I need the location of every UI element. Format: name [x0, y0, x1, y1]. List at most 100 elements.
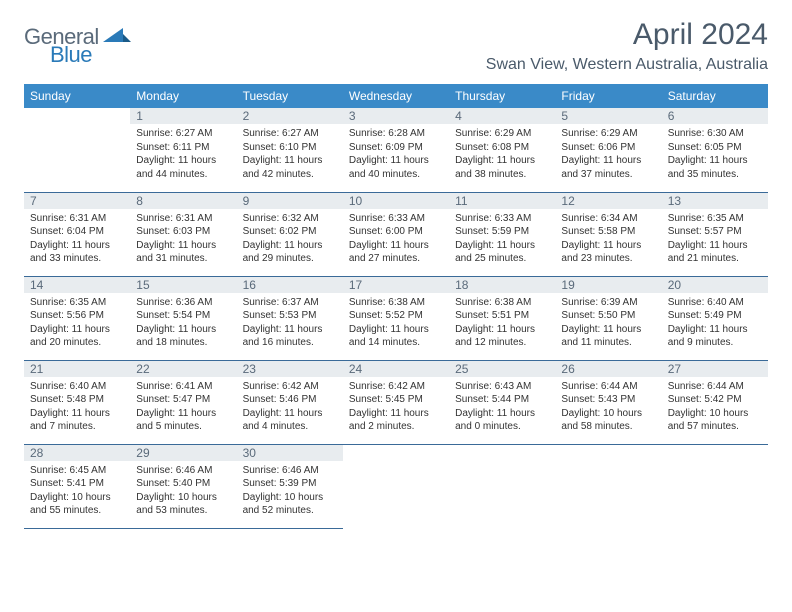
- calendar-cell: 1 Sunrise: 6:27 AMSunset: 6:11 PMDaylight…: [130, 108, 236, 192]
- day-number: 25: [449, 361, 555, 377]
- day-number: 26: [555, 361, 661, 377]
- day-info: Sunrise: 6:38 AMSunset: 5:51 PMDaylight:…: [455, 296, 549, 350]
- calendar-cell: 6Sunrise: 6:30 AMSunset: 6:05 PMDaylight…: [662, 108, 768, 192]
- day-number: 24: [343, 361, 449, 377]
- day-number: 1: [130, 108, 236, 124]
- calendar-cell: 7 Sunrise: 6:31 AMSunset: 6:04 PMDaylight…: [24, 192, 130, 276]
- day-number: 21: [24, 361, 130, 377]
- day-number: 17: [343, 277, 449, 293]
- calendar-cell: 17 Sunrise: 6:38 AMSunset: 5:52 PMDayligh…: [343, 276, 449, 360]
- calendar-cell: 18 Sunrise: 6:38 AMSunset: 5:51 PMDayligh…: [449, 276, 555, 360]
- day-number: 4: [449, 108, 555, 124]
- calendar-cell: 29 Sunrise: 6:46 AMSunset: 5:40 PMDayligh…: [130, 444, 236, 528]
- day-info: Sunrise: 6:32 AMSunset: 6:02 PMDaylight:…: [243, 212, 337, 266]
- logo-triangle-icon: [103, 28, 131, 46]
- day-number: [449, 445, 555, 461]
- day-info: Sunrise: 6:42 AMSunset: 5:46 PMDaylight:…: [243, 380, 337, 434]
- day-info: Sunrise: 6:40 AMSunset: 5:48 PMDaylight:…: [30, 380, 124, 434]
- title-block: April 2024 Swan View, Western Australia,…: [486, 18, 768, 76]
- calendar-cell: 14 Sunrise: 6:35 AMSunset: 5:56 PMDayligh…: [24, 276, 130, 360]
- day-number: 14: [24, 277, 130, 293]
- day-header: Wednesday: [343, 84, 449, 108]
- day-info: Sunrise: 6:46 AMSunset: 5:40 PMDaylight:…: [136, 464, 230, 518]
- day-info: Sunrise: 6:33 AMSunset: 6:00 PMDaylight:…: [349, 212, 443, 266]
- calendar-week: 21 Sunrise: 6:40 AMSunset: 5:48 PMDayligh…: [24, 360, 768, 444]
- logo-text-blue: Blue: [50, 42, 92, 68]
- day-number: 16: [237, 277, 343, 293]
- calendar-cell: [555, 444, 661, 528]
- day-info: Sunrise: 6:38 AMSunset: 5:52 PMDaylight:…: [349, 296, 443, 350]
- day-number: 8: [130, 193, 236, 209]
- day-number: 18: [449, 277, 555, 293]
- calendar-cell: [662, 444, 768, 528]
- day-info: Sunrise: 6:42 AMSunset: 5:45 PMDaylight:…: [349, 380, 443, 434]
- day-info: Sunrise: 6:45 AMSunset: 5:41 PMDaylight:…: [30, 464, 124, 518]
- calendar-week: 1 Sunrise: 6:27 AMSunset: 6:11 PMDaylight…: [24, 108, 768, 192]
- calendar-cell: 30 Sunrise: 6:46 AMSunset: 5:39 PMDayligh…: [237, 444, 343, 528]
- calendar-week: 14 Sunrise: 6:35 AMSunset: 5:56 PMDayligh…: [24, 276, 768, 360]
- calendar-cell: [24, 108, 130, 192]
- day-info: Sunrise: 6:29 AMSunset: 6:08 PMDaylight:…: [455, 127, 549, 181]
- day-info: Sunrise: 6:46 AMSunset: 5:39 PMDaylight:…: [243, 464, 337, 518]
- day-number: 7: [24, 193, 130, 209]
- calendar-table: SundayMondayTuesdayWednesdayThursdayFrid…: [24, 84, 768, 529]
- day-number: 12: [555, 193, 661, 209]
- calendar-week: 7 Sunrise: 6:31 AMSunset: 6:04 PMDaylight…: [24, 192, 768, 276]
- day-number: 5: [555, 108, 661, 124]
- day-number: 6: [662, 108, 768, 124]
- day-info: Sunrise: 6:35 AMSunset: 5:56 PMDaylight:…: [30, 296, 124, 350]
- day-number: [24, 108, 130, 124]
- calendar-cell: 5 Sunrise: 6:29 AMSunset: 6:06 PMDaylight…: [555, 108, 661, 192]
- day-number: 30: [237, 445, 343, 461]
- day-info: Sunrise: 6:44 AMSunset: 5:42 PMDaylight:…: [668, 380, 762, 434]
- day-number: 27: [662, 361, 768, 377]
- calendar-cell: 13 Sunrise: 6:35 AMSunset: 5:57 PMDayligh…: [662, 192, 768, 276]
- calendar-cell: 12Sunrise: 6:34 AMSunset: 5:58 PMDayligh…: [555, 192, 661, 276]
- calendar-cell: 24 Sunrise: 6:42 AMSunset: 5:45 PMDayligh…: [343, 360, 449, 444]
- day-info: Sunrise: 6:43 AMSunset: 5:44 PMDaylight:…: [455, 380, 549, 434]
- calendar-cell: 15Sunrise: 6:36 AMSunset: 5:54 PMDayligh…: [130, 276, 236, 360]
- calendar-cell: [343, 444, 449, 528]
- day-info: Sunrise: 6:39 AMSunset: 5:50 PMDaylight:…: [561, 296, 655, 350]
- day-number: [555, 445, 661, 461]
- calendar-cell: 27 Sunrise: 6:44 AMSunset: 5:42 PMDayligh…: [662, 360, 768, 444]
- day-info: Sunrise: 6:29 AMSunset: 6:06 PMDaylight:…: [561, 127, 655, 181]
- day-header: Friday: [555, 84, 661, 108]
- calendar-cell: 21 Sunrise: 6:40 AMSunset: 5:48 PMDayligh…: [24, 360, 130, 444]
- logo: General Blue: [24, 24, 131, 50]
- day-number: 10: [343, 193, 449, 209]
- day-info: Sunrise: 6:37 AMSunset: 5:53 PMDaylight:…: [243, 296, 337, 350]
- calendar-cell: 19Sunrise: 6:39 AMSunset: 5:50 PMDayligh…: [555, 276, 661, 360]
- calendar-cell: 16 Sunrise: 6:37 AMSunset: 5:53 PMDayligh…: [237, 276, 343, 360]
- day-info: Sunrise: 6:27 AMSunset: 6:11 PMDaylight:…: [136, 127, 230, 181]
- day-number: 9: [237, 193, 343, 209]
- day-header: Thursday: [449, 84, 555, 108]
- day-info: Sunrise: 6:44 AMSunset: 5:43 PMDaylight:…: [561, 380, 655, 434]
- location-text: Swan View, Western Australia, Australia: [486, 56, 768, 74]
- calendar-cell: 25 Sunrise: 6:43 AMSunset: 5:44 PMDayligh…: [449, 360, 555, 444]
- calendar-cell: 23 Sunrise: 6:42 AMSunset: 5:46 PMDayligh…: [237, 360, 343, 444]
- day-info: Sunrise: 6:31 AMSunset: 6:03 PMDaylight:…: [136, 212, 230, 266]
- day-info: Sunrise: 6:41 AMSunset: 5:47 PMDaylight:…: [136, 380, 230, 434]
- day-number: 22: [130, 361, 236, 377]
- day-number: 23: [237, 361, 343, 377]
- day-number: 29: [130, 445, 236, 461]
- day-info: Sunrise: 6:31 AMSunset: 6:04 PMDaylight:…: [30, 212, 124, 266]
- day-header: Monday: [130, 84, 236, 108]
- calendar-header-row: SundayMondayTuesdayWednesdayThursdayFrid…: [24, 84, 768, 108]
- day-info: Sunrise: 6:40 AMSunset: 5:49 PMDaylight:…: [668, 296, 762, 350]
- day-number: [662, 445, 768, 461]
- day-number: 20: [662, 277, 768, 293]
- day-number: [343, 445, 449, 461]
- day-number: 28: [24, 445, 130, 461]
- day-header: Saturday: [662, 84, 768, 108]
- day-info: Sunrise: 6:35 AMSunset: 5:57 PMDaylight:…: [668, 212, 762, 266]
- calendar-cell: 11Sunrise: 6:33 AMSunset: 5:59 PMDayligh…: [449, 192, 555, 276]
- month-title: April 2024: [486, 18, 768, 52]
- day-number: 13: [662, 193, 768, 209]
- day-info: Sunrise: 6:36 AMSunset: 5:54 PMDaylight:…: [136, 296, 230, 350]
- calendar-cell: 10 Sunrise: 6:33 AMSunset: 6:00 PMDayligh…: [343, 192, 449, 276]
- calendar-cell: 8 Sunrise: 6:31 AMSunset: 6:03 PMDaylight…: [130, 192, 236, 276]
- calendar-cell: 3Sunrise: 6:28 AMSunset: 6:09 PMDaylight…: [343, 108, 449, 192]
- calendar-cell: 28 Sunrise: 6:45 AMSunset: 5:41 PMDayligh…: [24, 444, 130, 528]
